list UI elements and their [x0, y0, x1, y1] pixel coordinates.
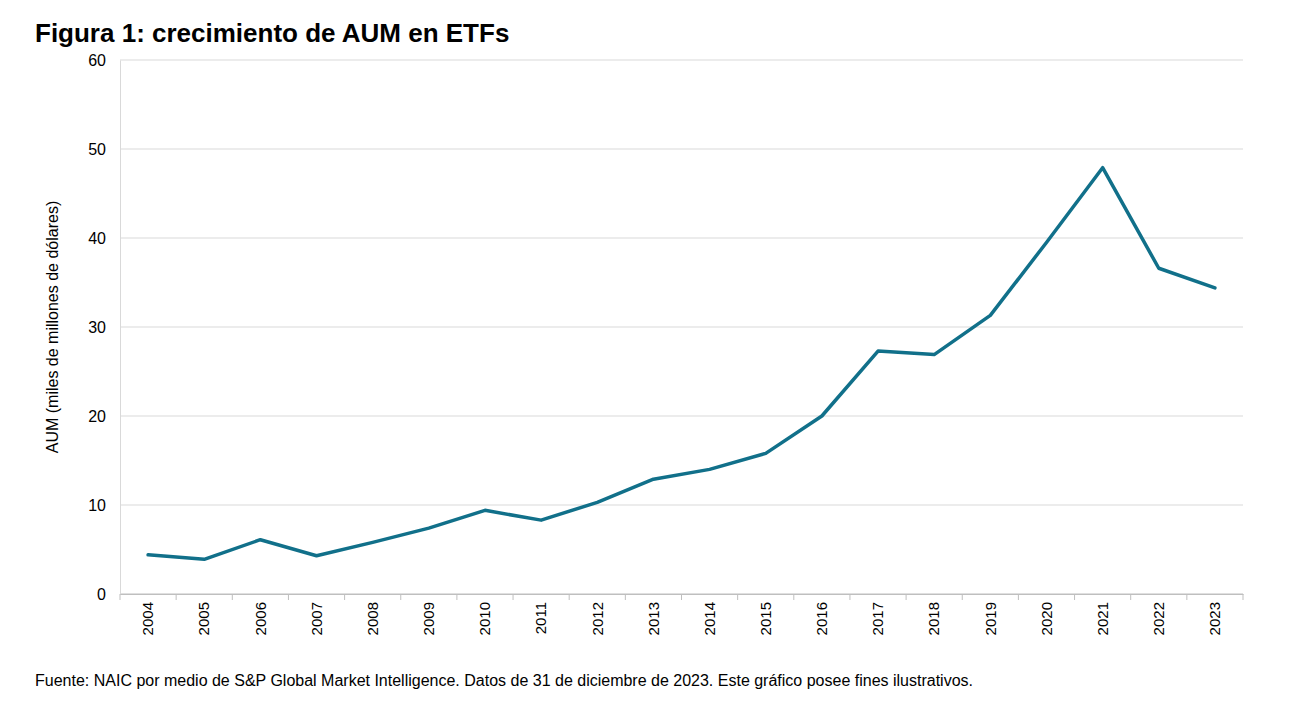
x-tick-label: 2015	[757, 602, 774, 635]
x-tick-label: 2006	[252, 602, 269, 635]
x-tick: 2015	[757, 594, 774, 635]
x-tick: 2004	[139, 594, 156, 635]
y-tick-label: 20	[88, 408, 106, 425]
x-tick: 2014	[701, 594, 718, 635]
x-boundary-ticks	[120, 594, 1243, 600]
y-axis-line	[120, 61, 121, 595]
x-tick: 2013	[645, 594, 662, 635]
x-boundary-tick	[1018, 594, 1019, 600]
x-tick: 2006	[252, 594, 269, 635]
y-axis: 0 10 20 30 40 50 60	[88, 52, 120, 603]
grid-line	[120, 238, 1243, 239]
title: Figura 1: crecimiento de AUM en ETFs	[35, 18, 509, 48]
x-boundary-tick	[681, 594, 682, 600]
x-boundary-tick	[344, 594, 345, 600]
x-tick: 2005	[195, 594, 212, 635]
grid-line	[120, 60, 1243, 61]
x-tick: 2019	[982, 594, 999, 635]
x-tick-label: 2019	[982, 602, 999, 635]
x-boundary-tick	[120, 594, 121, 600]
x-boundary-tick	[1186, 594, 1187, 600]
y-tick-label: 60	[88, 52, 106, 69]
x-boundary-tick	[1130, 594, 1131, 600]
x-tick-label: 2023	[1206, 602, 1223, 635]
footnote: Fuente: NAIC por medio de S&P Global Mar…	[35, 672, 973, 689]
x-tick-label: 2022	[1150, 602, 1167, 635]
x-tick: 2007	[308, 594, 325, 635]
x-tick-label: 2018	[925, 602, 942, 635]
y-tick-label: 10	[88, 497, 106, 514]
line	[148, 168, 1215, 560]
x-boundary-tick	[962, 594, 963, 600]
x-tick-label: 2016	[813, 602, 830, 635]
x-boundary-tick	[1243, 594, 1244, 600]
x-boundary-tick	[400, 594, 401, 600]
x-tick: 2008	[364, 594, 381, 635]
y-tick: 0	[97, 586, 120, 603]
y-tick-label: 0	[97, 586, 106, 603]
x-tick-label: 2007	[308, 602, 325, 635]
x-boundary-tick	[513, 594, 514, 600]
x-tick-label: 2013	[645, 602, 662, 635]
x-boundary-tick	[625, 594, 626, 600]
x-boundary-tick	[176, 594, 177, 600]
x-tick-label: 2017	[869, 602, 886, 635]
grid-line	[120, 149, 1243, 150]
x-tick-label: 2008	[364, 602, 381, 635]
grid	[120, 60, 1243, 594]
y-tick-label: 50	[88, 141, 106, 158]
x-tick: 2023	[1206, 594, 1223, 635]
grid-line	[120, 327, 1243, 328]
y-tick: 10	[88, 497, 120, 514]
y-tick: 40	[88, 230, 120, 247]
x-tick-label: 2014	[701, 602, 718, 635]
x-boundary-tick	[793, 594, 794, 600]
grid-line	[120, 416, 1243, 417]
x-tick-label: 2004	[139, 602, 156, 635]
x-tick: 2010	[476, 594, 493, 635]
plot-area	[148, 168, 1215, 560]
y-axis-title: AUM (miles de millones de dólares)	[44, 201, 61, 454]
y-tick: 20	[88, 408, 120, 425]
x-tick-label: 2021	[1094, 602, 1111, 635]
x-tick: 2009	[420, 594, 437, 635]
y-tick-label: 40	[88, 230, 106, 247]
x-boundary-tick	[569, 594, 570, 600]
x-boundary-tick	[737, 594, 738, 600]
x-boundary-tick	[1074, 594, 1075, 600]
x-boundary-tick	[906, 594, 907, 600]
grid-line	[120, 505, 1243, 506]
x-tick: 2016	[813, 594, 830, 635]
y-tick-label: 30	[88, 319, 106, 336]
x-tick: 2017	[869, 594, 886, 635]
x-boundary-tick	[232, 594, 233, 600]
y-tick: 60	[88, 52, 120, 69]
x-boundary-tick	[456, 594, 457, 600]
x-tick-label: 2012	[589, 602, 606, 635]
x-tick: 2012	[589, 594, 606, 635]
x-tick: 2020	[1038, 594, 1055, 635]
x-axis: 2004 2005 2006 2007 2008 2009 2010 2011 2012 2013…	[121, 594, 1244, 635]
x-tick: 2021	[1094, 594, 1111, 635]
x-boundary-tick	[288, 594, 289, 600]
x-tick: 2018	[925, 594, 942, 635]
x-boundary-tick	[849, 594, 850, 600]
x-tick-label: 2010	[476, 602, 493, 635]
y-tick: 30	[88, 319, 120, 336]
x-tick-label: 2009	[420, 602, 437, 635]
y-tick: 50	[88, 141, 120, 158]
x-tick-label: 2005	[195, 602, 212, 635]
chart: Figura 1: crecimiento de AUM en ETFs 0 10 2…	[0, 0, 1303, 710]
x-tick: 2011	[532, 594, 549, 634]
x-tick-label: 2020	[1038, 602, 1055, 635]
x-tick: 2022	[1150, 594, 1167, 635]
x-tick-label: 2011	[532, 602, 549, 634]
